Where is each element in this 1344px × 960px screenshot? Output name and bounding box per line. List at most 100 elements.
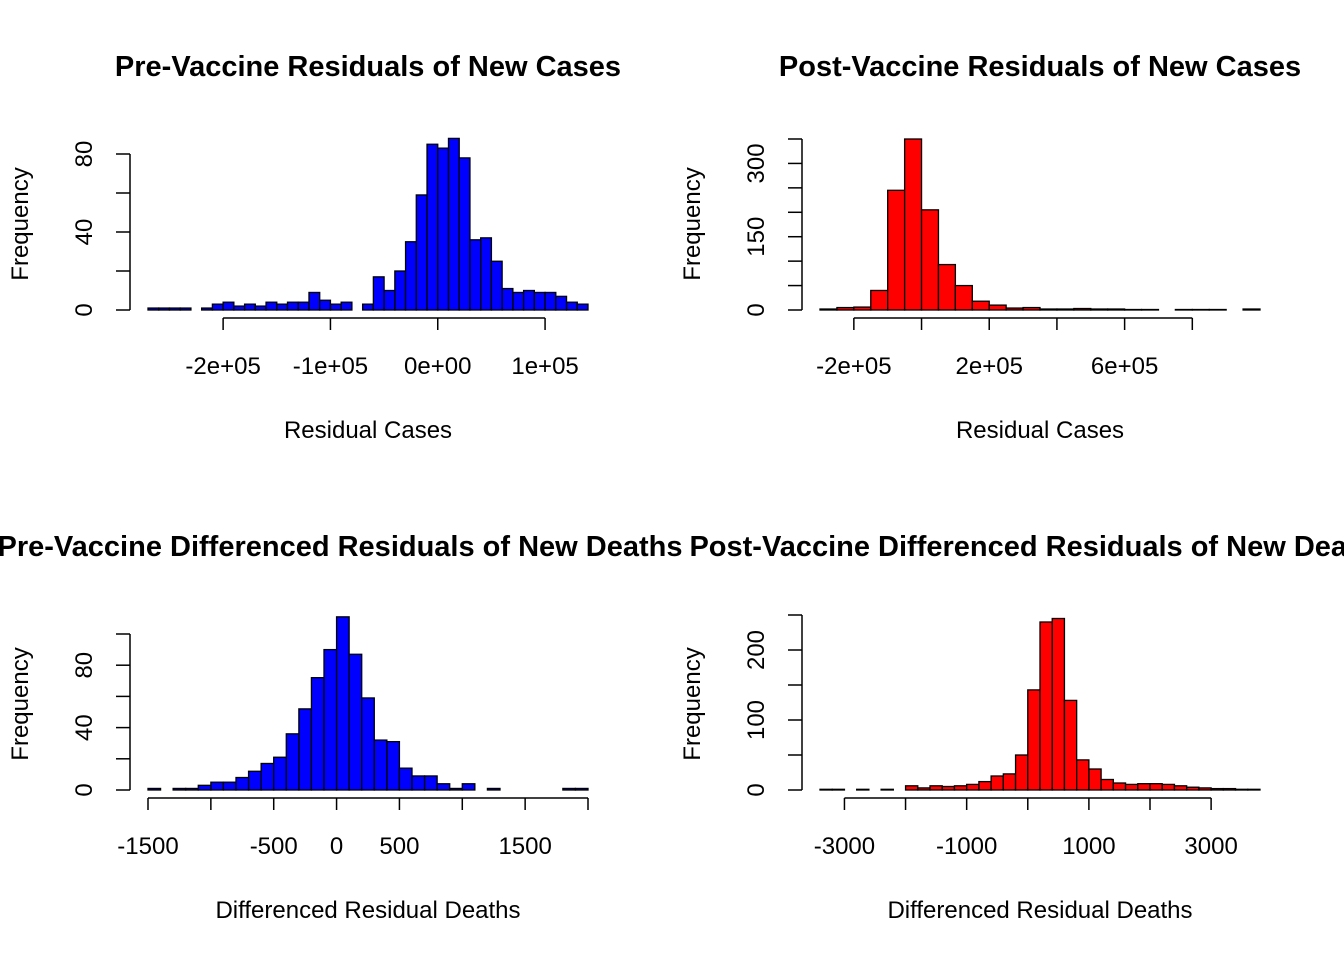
histogram-bar [298,708,313,791]
histogram-bar [323,648,338,791]
histogram-bar [1100,778,1114,791]
histogram-bar [576,303,589,311]
panel-post-vaccine-cases: Post-Vaccine Residuals of New Cases Resi… [679,51,1301,444]
histogram-bar [929,785,943,791]
histogram-bar [887,189,906,311]
histogram-bar [574,787,589,791]
histogram-bar [555,295,568,311]
histogram-bar [319,299,332,311]
histogram-bar [819,308,838,311]
y-tick-label: 100 [743,700,770,740]
histogram-bar [1149,783,1163,791]
x-tick-label: -2e+05 [185,353,260,380]
y-axis: 0 40 80 [71,633,131,797]
histogram-bar [383,289,396,311]
y-axis-label: Frequency [679,167,706,280]
histogram-bar [1088,768,1102,791]
histogram-bar [243,303,256,311]
x-tick-label: -1500 [117,833,178,860]
histogram-bar [329,303,342,311]
histogram-bar [1198,787,1212,791]
histogram-bar [1039,308,1058,311]
y-axis: 0 100 200 [743,614,803,797]
x-axis-label: Differenced Residual Deaths [215,897,520,924]
histogram-bar [1137,783,1151,791]
bars [147,616,589,791]
histogram-bar [990,775,1004,791]
histogram-bar [335,616,350,791]
x-tick-label: 3000 [1184,833,1237,860]
histogram-bar [310,677,325,791]
y-tick-label: 0 [743,303,770,316]
histogram-bar [1027,689,1041,791]
histogram-bar [469,239,482,311]
panel-post-vaccine-deaths: Post-Vaccine Differenced Residuals of Ne… [679,531,1344,924]
chart-title: Pre-Vaccine Differenced Residuals of New… [0,531,682,563]
x-axis-label: Residual Cases [956,417,1124,444]
histogram-bar [920,209,940,311]
histogram-bar [436,783,451,791]
histogram-bar [831,788,846,791]
histogram-bar [1124,783,1139,791]
x-tick-label: 1500 [498,833,551,860]
histogram-bar [348,653,363,791]
histogram-bar [501,287,514,311]
histogram-bar [1242,308,1261,311]
histogram-bar [1063,699,1078,791]
y-tick-label: 300 [743,143,770,183]
x-tick-label: -1000 [936,833,997,860]
x-tick-label: -2e+05 [816,353,891,380]
y-axis-label: Frequency [7,167,34,280]
y-tick-label: 0 [743,783,770,796]
histogram-bar [265,301,278,311]
x-axis: -2e+05 -1e+05 0e+00 1e+05 [185,317,579,380]
histogram-bar [904,785,919,791]
histogram-bar [398,767,413,791]
x-axis: -1500 -500 0 500 1500 [117,797,589,860]
x-tick-label: 6e+05 [1091,353,1158,380]
x-tick-label: 0e+00 [404,353,471,380]
histogram-bar [179,307,192,311]
histogram-bar [340,301,353,311]
histogram-bar [522,289,535,311]
histogram-bar [490,260,503,311]
histogram-bar [423,775,438,791]
x-tick-label: 1e+05 [511,353,578,380]
y-axis: 0 150 300 [743,138,803,317]
histogram-bar [447,137,460,311]
histogram-bar [168,307,181,311]
bars [819,617,1261,791]
histogram-bar [988,304,1007,311]
histogram-bar [386,740,401,791]
histogram-bar [1014,754,1029,791]
histogram-bar [870,289,889,311]
histogram-bar [361,303,375,311]
histogram-bar [1112,782,1127,791]
histogram-bar [1073,307,1092,311]
histogram-bar [411,775,426,791]
histogram-bar [1039,621,1053,791]
histogram-bar [285,733,300,791]
panel-pre-vaccine-cases: Pre-Vaccine Residuals of New Cases Resid… [7,51,621,444]
histogram-bar [544,291,557,311]
x-tick-label: 500 [379,833,419,860]
histogram-bar [458,157,471,311]
histogram-bar [917,787,931,791]
y-tick-label: 80 [71,652,98,679]
histogram-bar [853,306,872,311]
y-tick-label: 0 [71,783,98,796]
y-tick-label: 150 [743,217,770,257]
histogram-bar [235,776,250,791]
histogram-bar [966,783,980,791]
histogram-bar [286,301,299,311]
histogram-bar [437,147,450,311]
histogram-bar [856,788,870,791]
histogram-bar [971,300,990,311]
bars [819,138,1261,311]
histogram-bar [1090,308,1109,311]
histogram-bar [147,307,160,311]
histogram-bar [1076,759,1090,791]
histogram-bar [233,305,246,311]
y-tick-label: 40 [71,219,98,246]
